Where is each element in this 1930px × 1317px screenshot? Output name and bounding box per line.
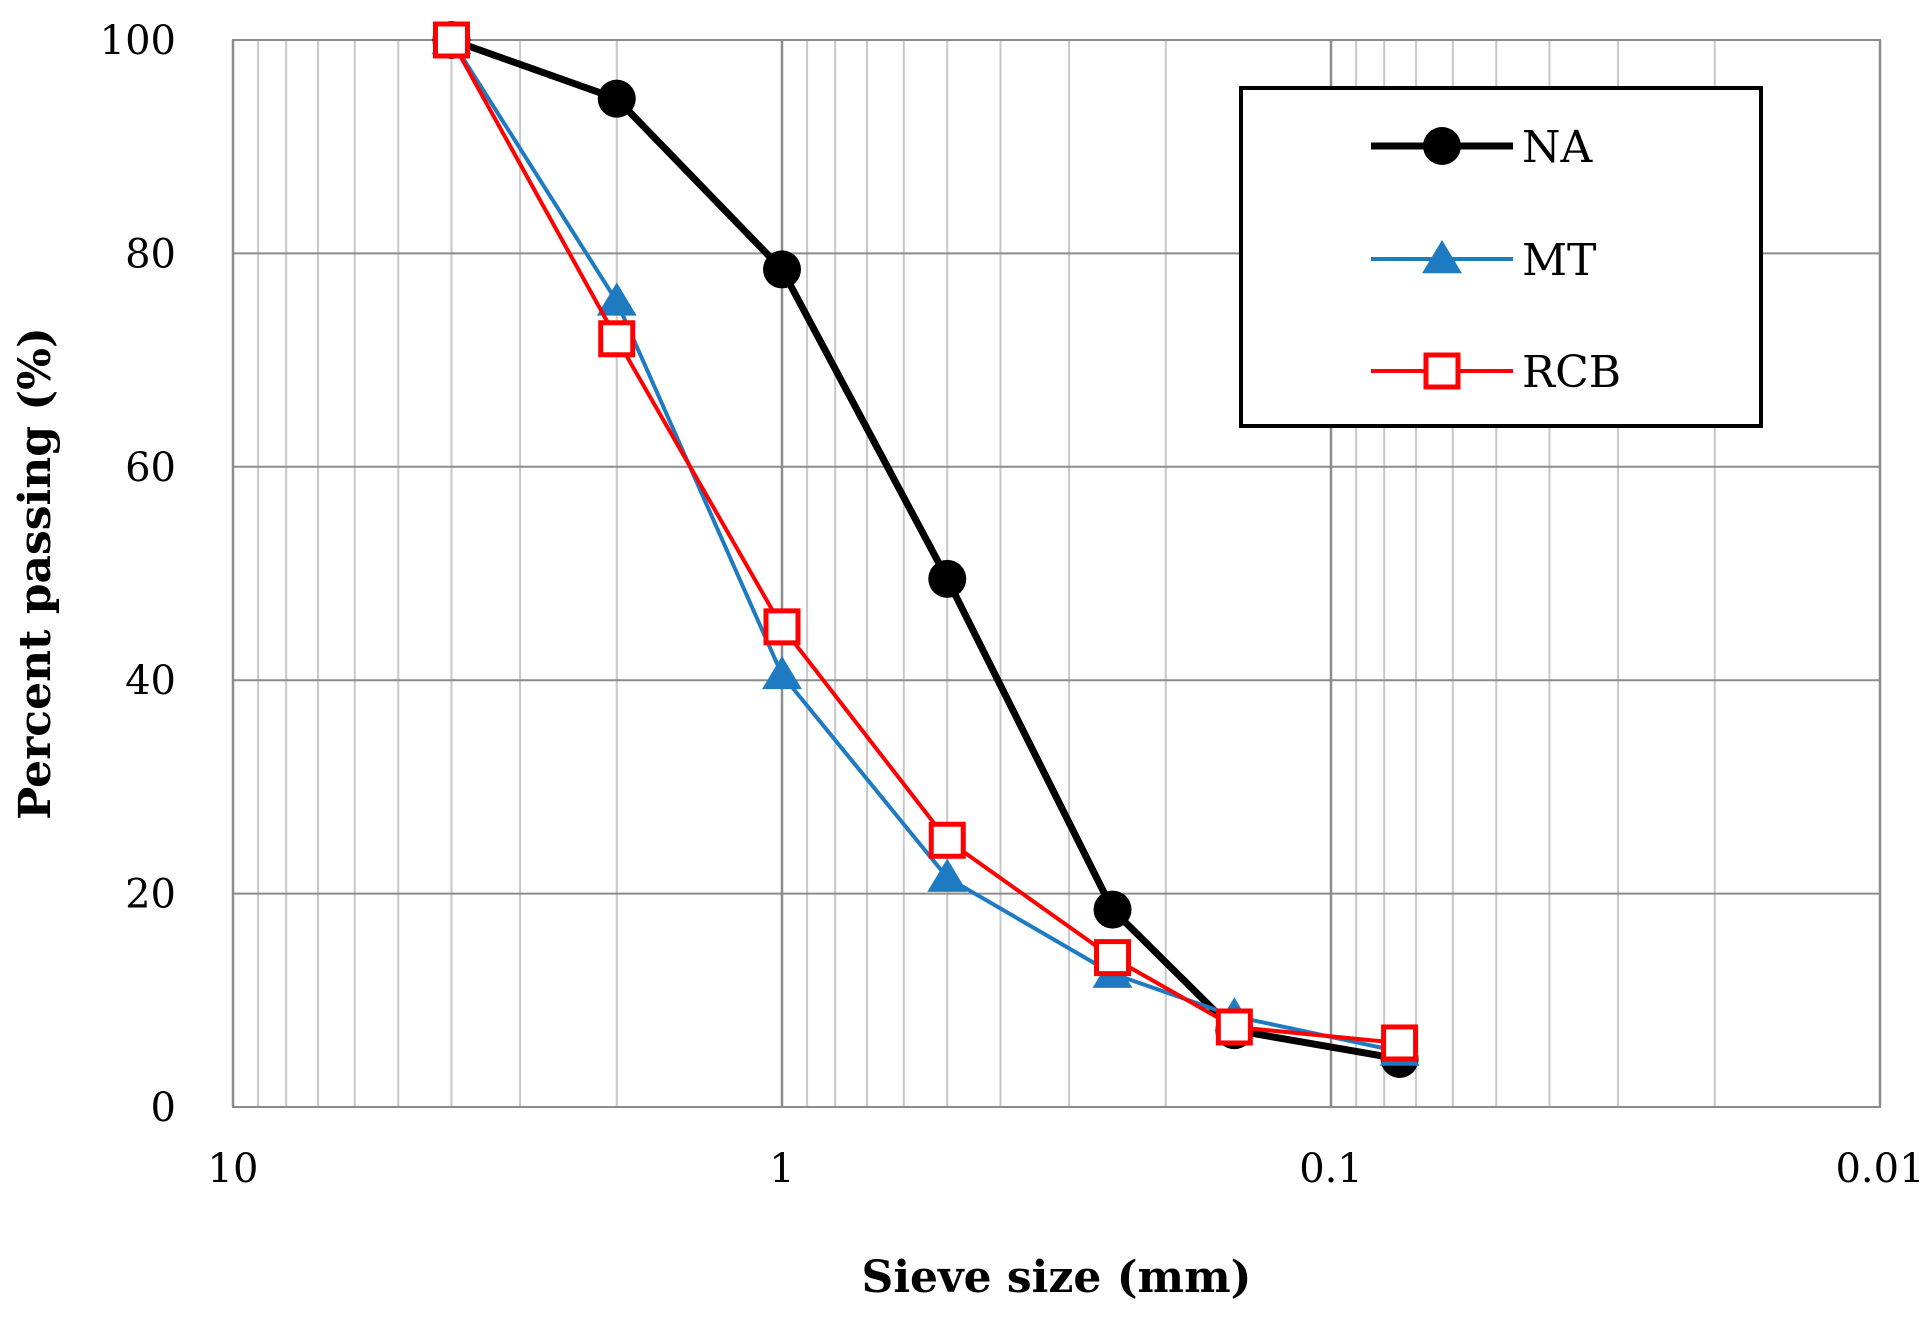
- data-point-mt: [596, 282, 637, 316]
- data-point-rcb: [928, 821, 966, 859]
- data-point-rcb: [1381, 1024, 1419, 1062]
- x-tick-label: 10: [208, 1146, 259, 1192]
- x-axis-title: Sieve size (mm): [862, 1252, 1252, 1303]
- y-tick-label: 80: [125, 231, 176, 277]
- data-point-na: [763, 250, 801, 289]
- series-group: [431, 21, 1420, 1078]
- data-point-mt: [927, 858, 968, 892]
- legend-marker-mt: [1422, 240, 1462, 274]
- series-rcb: [432, 21, 1419, 1062]
- data-point-na: [1093, 890, 1132, 929]
- legend-label-mt: MT: [1522, 235, 1596, 286]
- legend-marker-rcb: [1423, 352, 1461, 390]
- y-tick-label: 40: [125, 658, 176, 704]
- data-point-rcb: [763, 608, 801, 646]
- y-tick-label: 100: [100, 18, 176, 64]
- legend-marker-na: [1423, 127, 1461, 165]
- data-point-rcb: [1215, 1008, 1253, 1046]
- x-tick-label: 1: [769, 1146, 794, 1192]
- x-axis-ticks: 10 1 0.1 0.01: [208, 1146, 1925, 1192]
- y-tick-label: 20: [125, 872, 176, 918]
- legend-label-rcb: RCB: [1522, 347, 1621, 398]
- y-tick-label: 60: [125, 445, 176, 491]
- data-point-na: [597, 79, 636, 118]
- data-point-rcb: [598, 320, 636, 358]
- y-tick-label: 0: [151, 1085, 176, 1131]
- data-point-rcb: [1094, 939, 1132, 977]
- y-axis-ticks: 0 20 40 60 80 100: [100, 18, 176, 1131]
- x-tick-label: 0.1: [1299, 1146, 1363, 1192]
- legend: NA MT RCB: [1239, 86, 1763, 428]
- data-point-rcb: [432, 21, 470, 59]
- y-axis-title: Percent passing (%): [10, 327, 61, 820]
- legend-label-na: NA: [1522, 122, 1594, 173]
- data-point-mt: [762, 655, 802, 690]
- x-tick-label: 0.01: [1835, 1146, 1924, 1192]
- plot-area-border: [232, 39, 1881, 1108]
- data-point-na: [928, 559, 967, 598]
